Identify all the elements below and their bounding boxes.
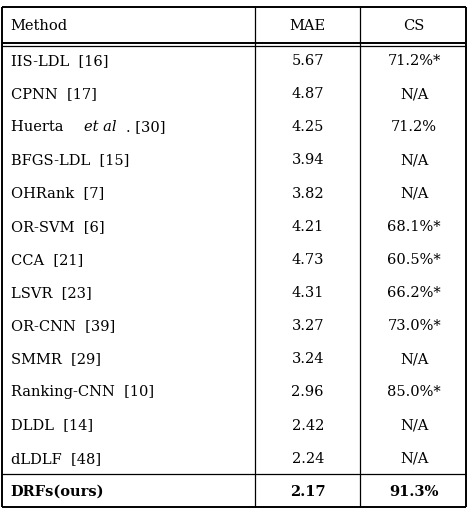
Text: LSVR  [23]: LSVR [23] xyxy=(11,286,92,299)
Text: 3.82: 3.82 xyxy=(292,186,324,200)
Text: 91.3%: 91.3% xyxy=(389,484,439,498)
Text: N/A: N/A xyxy=(400,87,428,101)
Text: BFGS-LDL  [15]: BFGS-LDL [15] xyxy=(11,153,129,167)
Text: dLDLF  [48]: dLDLF [48] xyxy=(11,451,101,465)
Text: N/A: N/A xyxy=(400,153,428,167)
Text: 4.73: 4.73 xyxy=(292,252,324,266)
Text: Huerta: Huerta xyxy=(11,120,68,134)
Text: 60.5%*: 60.5%* xyxy=(388,252,441,266)
Text: 2.96: 2.96 xyxy=(292,385,324,399)
Text: 4.31: 4.31 xyxy=(292,286,324,299)
Text: 73.0%*: 73.0%* xyxy=(388,319,441,332)
Text: OR-SVM  [6]: OR-SVM [6] xyxy=(11,219,104,233)
Text: DLDL  [14]: DLDL [14] xyxy=(11,418,93,432)
Text: SMMR  [29]: SMMR [29] xyxy=(11,352,101,365)
Text: 4.87: 4.87 xyxy=(292,87,324,101)
Text: 2.42: 2.42 xyxy=(292,418,324,432)
Text: 66.2%*: 66.2%* xyxy=(388,286,441,299)
Text: Method: Method xyxy=(11,19,68,33)
Text: 3.94: 3.94 xyxy=(292,153,324,167)
Text: N/A: N/A xyxy=(400,186,428,200)
Text: N/A: N/A xyxy=(400,451,428,465)
Text: et al: et al xyxy=(84,120,117,134)
Text: OR-CNN  [39]: OR-CNN [39] xyxy=(11,319,115,332)
Text: 68.1%*: 68.1%* xyxy=(388,219,441,233)
Text: OHRank  [7]: OHRank [7] xyxy=(11,186,104,200)
Text: N/A: N/A xyxy=(400,352,428,365)
Text: CS: CS xyxy=(403,19,425,33)
Text: IIS-LDL  [16]: IIS-LDL [16] xyxy=(11,54,108,68)
Text: 3.24: 3.24 xyxy=(292,352,324,365)
Text: 4.21: 4.21 xyxy=(292,219,324,233)
Text: 71.2%: 71.2% xyxy=(391,120,437,134)
Text: 2.17: 2.17 xyxy=(290,484,326,498)
Text: N/A: N/A xyxy=(400,418,428,432)
Text: CPNN  [17]: CPNN [17] xyxy=(11,87,96,101)
Text: CCA  [21]: CCA [21] xyxy=(11,252,83,266)
Text: 2.24: 2.24 xyxy=(292,451,324,465)
Text: DRFs(ours): DRFs(ours) xyxy=(11,484,104,498)
Text: 85.0%*: 85.0%* xyxy=(388,385,441,399)
Text: 71.2%*: 71.2%* xyxy=(388,54,441,68)
Text: 4.25: 4.25 xyxy=(292,120,324,134)
Text: . [30]: . [30] xyxy=(126,120,166,134)
Text: 5.67: 5.67 xyxy=(292,54,324,68)
Text: Ranking-CNN  [10]: Ranking-CNN [10] xyxy=(11,385,154,399)
Text: 3.27: 3.27 xyxy=(292,319,324,332)
Text: MAE: MAE xyxy=(290,19,326,33)
